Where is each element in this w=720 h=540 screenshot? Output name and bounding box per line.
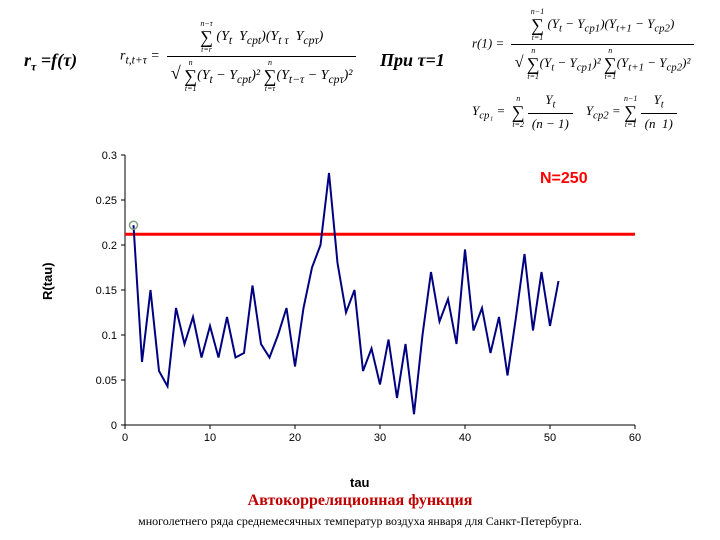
svg-text:60: 60	[629, 432, 641, 444]
svg-text:20: 20	[289, 432, 301, 444]
svg-text:50: 50	[544, 432, 556, 444]
formula-r-general: rt,t+τ = n−τ∑t=r (Yt Yсрt)(Yt τ Yсрτ) √ …	[120, 20, 356, 93]
svg-text:0.2: 0.2	[102, 240, 117, 252]
y-axis-label: R(tau)	[40, 262, 55, 300]
svg-text:0.3: 0.3	[102, 150, 117, 162]
left-function-label: rτ =f(τ)	[24, 50, 77, 75]
svg-text:40: 40	[459, 432, 471, 444]
svg-text:30: 30	[374, 432, 386, 444]
caption-sub: многолетнего ряда среднемесячных темпера…	[0, 514, 720, 529]
mid-label: При τ=1	[380, 50, 445, 71]
svg-text:0.15: 0.15	[96, 285, 117, 297]
formula-row: rτ =f(τ) rt,t+τ = n−τ∑t=r (Yt Yсрt)(Yt τ…	[0, 0, 720, 130]
caption-red: Автокорреляционная функция	[0, 492, 720, 510]
formula-r1: r(1) = n−1∑t=1 (Yt − Yср1)(Yt+1 − Yср2) …	[472, 8, 694, 81]
svg-text:0.25: 0.25	[96, 195, 117, 207]
svg-text:0: 0	[111, 420, 117, 432]
autocorrelation-chart: 0 0.05 0.1 0.15 0.2 0.25 0.3 0 10 20 30 40 50 60	[80, 150, 660, 480]
svg-text:0.1: 0.1	[102, 330, 117, 342]
svg-text:0.05: 0.05	[96, 375, 117, 387]
svg-text:10: 10	[204, 432, 216, 444]
formula-ycp: Yср₁ = n∑t=2 Yt(n − 1) Yср2 = n−1∑t=1 Yt…	[472, 92, 677, 132]
svg-text:0: 0	[122, 432, 128, 444]
